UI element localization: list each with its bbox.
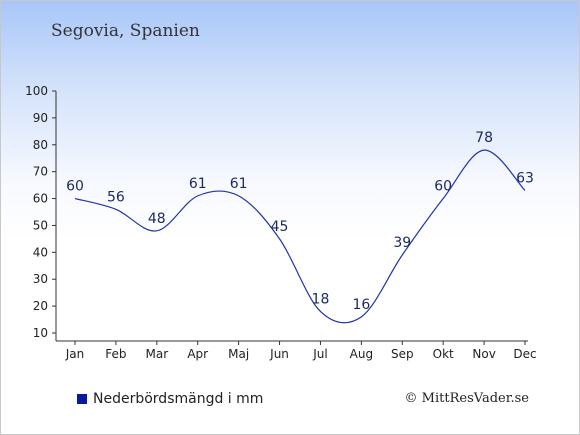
y-tick-label: 30 (33, 272, 48, 286)
credit-text: © MittResVader.se (404, 391, 529, 406)
y-tick-label: 100 (25, 84, 48, 98)
data-label: 78 (475, 130, 493, 146)
series-line (74, 149, 526, 324)
x-tick-label: Apr (187, 347, 208, 361)
y-tick-label: 10 (33, 326, 48, 340)
y-tick-label: 20 (33, 299, 48, 313)
data-label: 16 (352, 297, 370, 313)
legend: Nederbördsmängd i mm (77, 391, 263, 407)
x-tick-label: Jan (65, 347, 85, 361)
y-tick-label: 90 (33, 111, 48, 125)
x-tick-label: Sep (391, 347, 414, 361)
legend-label: Nederbördsmängd i mm (93, 391, 264, 407)
y-tick-label: 70 (33, 165, 48, 179)
x-tick-label: Maj (228, 347, 249, 361)
data-label: 18 (312, 291, 330, 307)
x-tick-label: Aug (350, 347, 373, 361)
y-tick-label: 60 (33, 192, 48, 206)
chart-title: Segovia, Spanien (51, 21, 200, 41)
data-label: 61 (230, 176, 248, 192)
x-tick-label: Jul (312, 347, 327, 361)
data-label: 60 (66, 179, 84, 195)
y-tick-label: 40 (33, 245, 48, 259)
x-tick-label: Feb (105, 347, 126, 361)
legend-swatch (77, 394, 87, 404)
data-label: 45 (271, 219, 289, 235)
y-tick-label: 80 (33, 138, 48, 152)
data-label: 56 (107, 189, 125, 205)
x-tick-label: Jun (269, 347, 289, 361)
x-tick-label: Okt (433, 347, 454, 361)
data-label: 48 (148, 211, 166, 227)
data-label: 60 (434, 179, 452, 195)
x-tick-label: Dec (513, 347, 536, 361)
data-label: 61 (189, 176, 207, 192)
x-tick-label: Mar (145, 347, 168, 361)
y-tick-label: 50 (33, 218, 48, 232)
x-tick-label: Nov (472, 347, 495, 361)
data-label: 63 (516, 170, 534, 186)
data-label: 39 (393, 235, 411, 251)
